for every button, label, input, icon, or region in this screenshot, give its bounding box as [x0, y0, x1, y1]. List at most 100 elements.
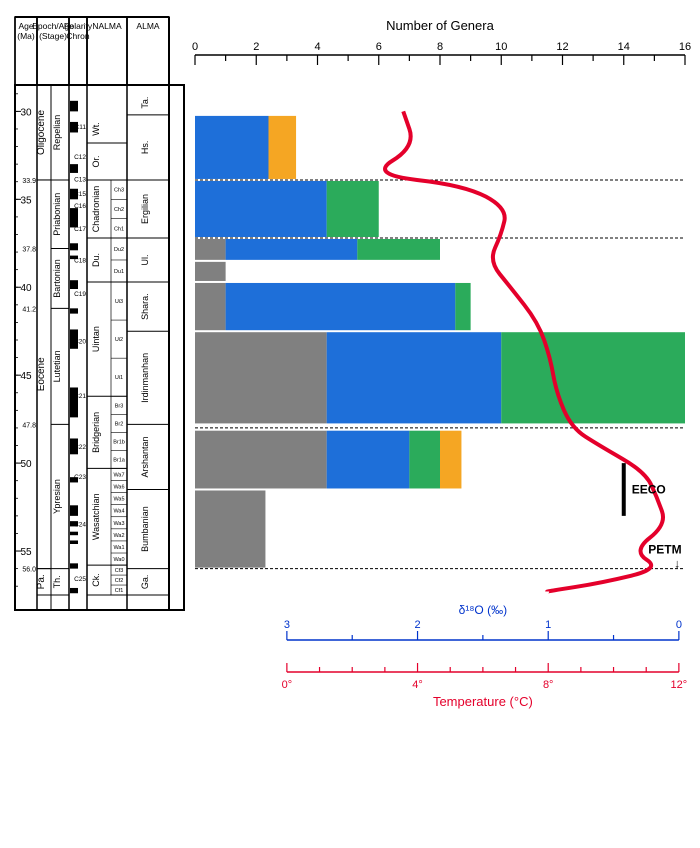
bar-segment: [327, 431, 410, 489]
chron-label: C18: [74, 258, 86, 265]
polarity-block: [70, 101, 78, 112]
d18o-tick: 2: [414, 619, 420, 631]
nalma-label: Ck.: [91, 573, 101, 587]
nalma-label: Chadronian: [91, 186, 101, 233]
polarity-block: [70, 563, 78, 568]
nalma-sub: Cf1: [115, 588, 124, 594]
nalma-sub: Wa7: [113, 472, 124, 478]
chron-label: C16: [74, 203, 86, 210]
d18o-tick: 1: [545, 619, 551, 631]
polarity-block: [70, 588, 78, 593]
bar-segment: [226, 239, 358, 260]
nalma-sub: Cf2: [115, 578, 124, 584]
x-tick-label: 8: [437, 41, 443, 53]
nalma-sub: Wa0: [113, 557, 124, 563]
age-tick: 50: [20, 459, 32, 470]
polarity-block: [70, 308, 78, 313]
age-tick: 45: [20, 371, 32, 382]
geologic-time-chart: Age(Ma)Epoch/Age(Stage)PolarityChronNALM…: [0, 0, 700, 848]
d18o-tick: 3: [284, 619, 290, 631]
nalma-sub: Ui1: [115, 375, 123, 381]
bar-segment: [195, 262, 226, 281]
chron-label: C15: [74, 191, 86, 198]
x-tick-label: 10: [495, 41, 507, 53]
nalma-sub: Wa4: [113, 509, 124, 515]
nalma-label: Du.: [91, 253, 101, 267]
chron-label: C23: [74, 474, 86, 481]
bar-segment: [440, 431, 461, 489]
column-header: (Ma): [17, 31, 35, 41]
nalma-sub: Br1a: [113, 457, 126, 463]
nalma-label: Bridgerian: [91, 412, 101, 453]
nalma-label: Or.: [91, 155, 101, 167]
alma-label: Bumbanian: [140, 506, 150, 552]
nalma-sub: Ch2: [114, 207, 124, 213]
temp-tick: 4°: [412, 679, 423, 691]
chron-label: C24: [74, 521, 86, 528]
chron-label: C17: [74, 226, 86, 233]
chron-label: C12: [74, 154, 86, 161]
x-tick-label: 2: [253, 41, 259, 53]
boundary-age: 41.2: [22, 306, 36, 313]
nalma-sub: Wa3: [113, 521, 124, 527]
polarity-block: [70, 243, 78, 250]
x-axis-title: Number of Genera: [386, 18, 494, 33]
stage-label: Priabonian: [52, 193, 62, 236]
chron-label: C13: [74, 177, 86, 184]
column-header: (Stage): [39, 31, 67, 41]
age-tick: 30: [20, 107, 32, 118]
x-tick-label: 6: [376, 41, 382, 53]
nalma-sub: Ui2: [115, 337, 123, 343]
bar-segment: [195, 116, 269, 179]
x-tick-label: 16: [679, 41, 691, 53]
nalma-sub: Ui3: [115, 299, 123, 305]
stage-label: Th.: [52, 575, 62, 588]
polarity-block: [70, 532, 78, 536]
time-block-label: Pa.: [36, 574, 47, 589]
nalma-sub: Br3: [115, 403, 124, 409]
x-tick-label: 12: [556, 41, 568, 53]
column-header: ALMA: [136, 21, 159, 31]
nalma-sub: Br2: [115, 421, 124, 427]
age-tick: 35: [20, 195, 32, 206]
alma-label: Ul.: [140, 254, 150, 265]
bar-segment: [269, 116, 297, 179]
nalma-sub: Wa5: [113, 497, 124, 503]
chron-label: C25: [74, 576, 86, 583]
alma-label: Ta.: [140, 97, 150, 109]
alma-label: Irdinmanhan: [140, 353, 150, 403]
polarity-block: [70, 387, 78, 417]
time-block-label: Oligocene: [36, 110, 47, 155]
column-header: NALMA: [92, 21, 122, 31]
chron-label: C19: [74, 291, 86, 298]
chron-label: C20: [74, 339, 86, 346]
boundary-age: 33.9: [22, 178, 36, 185]
stage-label: Lutetian: [52, 350, 62, 382]
d18o-tick: 0: [676, 619, 682, 631]
temp-tick: 0°: [282, 679, 293, 691]
polarity-block: [70, 540, 78, 544]
nalma-sub: Br1b: [113, 439, 125, 445]
x-tick-label: 14: [618, 41, 630, 53]
alma-label: Arshantan: [140, 436, 150, 477]
alma-label: Hs.: [140, 141, 150, 155]
alma-label: Ga.: [140, 575, 150, 590]
nalma-label: Wasatchian: [91, 493, 101, 540]
polarity-block: [70, 280, 78, 289]
bar-segment: [195, 490, 265, 567]
column-header: Polarity: [64, 21, 93, 31]
boundary-age: 47.8: [22, 422, 36, 429]
bar-segment: [455, 283, 470, 330]
polarity-block: [70, 164, 78, 173]
chron-label: C21: [74, 393, 86, 400]
stage-label: Bartonian: [52, 259, 62, 298]
temp-axis-label: Temperature (°C): [433, 694, 533, 709]
polarity-block: [70, 505, 78, 516]
bar-segment: [501, 332, 685, 423]
nalma-sub: Du2: [114, 247, 124, 253]
bar-segment: [409, 431, 440, 489]
nalma-sub: Wa2: [113, 533, 124, 539]
boundary-age: 56.0: [22, 567, 36, 574]
nalma-label: Uintan: [91, 326, 101, 352]
petm-arrow: ↓: [674, 557, 680, 571]
